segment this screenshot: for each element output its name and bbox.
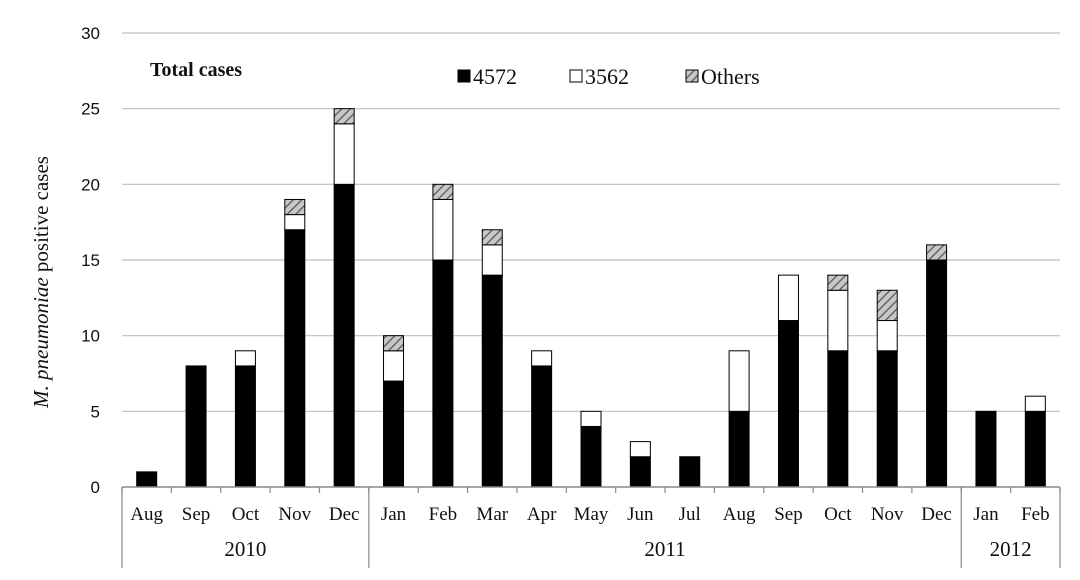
bar-segment-3562 xyxy=(1024,395,1046,412)
legend-label: 4572 xyxy=(473,64,517,89)
bar-segment-others xyxy=(432,183,454,200)
x-tick-label: Jun xyxy=(627,504,654,525)
x-tick-label: Dec xyxy=(329,504,360,525)
x-tick-label: Feb xyxy=(1021,504,1050,525)
x-tick-label: Jan xyxy=(381,504,407,525)
x-tick-label: Sep xyxy=(182,504,211,525)
bar-segment-3562 xyxy=(333,123,355,185)
bar-segment-4572 xyxy=(728,410,750,488)
year-groups: 2010 2011 2012 xyxy=(121,487,1061,568)
y-tick-label: 20 xyxy=(81,175,100,194)
x-axis-ticks: Aug Sep Oct Nov Dec Jan Feb Mar Apr May Jun Jul Aug S… xyxy=(121,487,1061,525)
y-tick-label: 10 xyxy=(81,327,100,346)
x-tick-label: Dec xyxy=(921,504,952,525)
bar-segment-4572 xyxy=(679,456,701,488)
bar-segment-3562 xyxy=(383,350,405,382)
x-tick-label: Feb xyxy=(429,504,458,525)
bar-segment-3562 xyxy=(580,410,602,427)
y-tick-label: 30 xyxy=(81,24,100,43)
x-tick-label: Nov xyxy=(278,504,311,525)
bars xyxy=(136,108,1046,488)
year-group-label: 2011 xyxy=(644,537,685,561)
bar-segment-4572 xyxy=(383,380,405,488)
bar-segment-4572 xyxy=(876,350,898,488)
bar-segment-3562 xyxy=(827,289,849,352)
chart-title: Total cases xyxy=(150,59,242,81)
year-group-label: 2012 xyxy=(990,537,1032,561)
y-tick-label: 5 xyxy=(91,402,100,421)
y-tick-label: 25 xyxy=(81,100,100,119)
y-tick-label: 15 xyxy=(81,251,100,270)
bar-segment-4572 xyxy=(975,410,997,488)
bar-segment-4572 xyxy=(531,365,553,488)
y-axis-ticks: 0 5 10 15 20 25 30 xyxy=(81,24,100,497)
bar-segment-4572 xyxy=(926,259,948,488)
bar-segment-4572 xyxy=(629,456,651,488)
x-tick-label: Aug xyxy=(130,504,163,525)
legend-swatch-others xyxy=(685,69,699,83)
bar-segment-3562 xyxy=(629,441,651,458)
x-tick-label: Jan xyxy=(973,504,999,525)
bar-segment-3562 xyxy=(728,350,750,412)
bar-segment-others xyxy=(383,335,405,352)
bar-segment-others xyxy=(481,229,503,246)
bar-segment-3562 xyxy=(284,214,306,231)
bar-segment-4572 xyxy=(136,471,158,488)
y-tick-label: 0 xyxy=(91,478,100,497)
bar-segment-4572 xyxy=(827,350,849,488)
bar-segment-3562 xyxy=(531,350,553,367)
x-tick-label: Oct xyxy=(232,504,260,525)
legend-swatch-3562 xyxy=(569,69,583,83)
bar-segment-others xyxy=(284,198,306,216)
x-tick-label: Apr xyxy=(527,504,557,525)
bar-segment-4572 xyxy=(580,425,602,488)
x-tick-label: May xyxy=(574,504,609,525)
x-tick-label: Nov xyxy=(871,504,904,525)
bar-segment-others xyxy=(333,108,355,125)
bar-segment-3562 xyxy=(234,350,256,367)
gridlines xyxy=(122,32,1060,412)
legend: 4572 3562 Others xyxy=(457,64,760,89)
bar-segment-4572 xyxy=(481,274,503,488)
bar-segment-3562 xyxy=(481,244,503,276)
bar-segment-4572 xyxy=(234,365,256,488)
bar-segment-4572 xyxy=(333,183,355,488)
y-axis-label: M. pneumoniae positive cases xyxy=(29,156,53,409)
bar-segment-4572 xyxy=(432,259,454,488)
y-axis-label-italic: M. pneumoniae xyxy=(29,277,53,409)
bar-segment-3562 xyxy=(876,320,898,352)
bar-segment-others xyxy=(926,244,948,261)
x-tick-label: Mar xyxy=(476,504,508,525)
legend-label: Others xyxy=(701,64,760,89)
year-group-label: 2010 xyxy=(224,537,266,561)
legend-label: 3562 xyxy=(585,64,629,89)
x-tick-label: Sep xyxy=(774,504,803,525)
bar-segment-4572 xyxy=(1024,410,1046,488)
x-tick-label: Jul xyxy=(679,504,701,525)
bar-segment-4572 xyxy=(185,365,207,488)
legend-swatch-4572 xyxy=(457,69,471,83)
bar-segment-3562 xyxy=(432,198,454,261)
y-axis-label-rest: positive cases xyxy=(29,156,53,277)
bar-segment-4572 xyxy=(777,320,799,488)
bar-segment-others xyxy=(876,289,898,322)
bar-segment-3562 xyxy=(777,274,799,322)
bar-segment-others xyxy=(827,274,849,291)
x-tick-label: Oct xyxy=(824,504,852,525)
bar-segment-4572 xyxy=(284,229,306,488)
x-tick-label: Aug xyxy=(723,504,756,525)
